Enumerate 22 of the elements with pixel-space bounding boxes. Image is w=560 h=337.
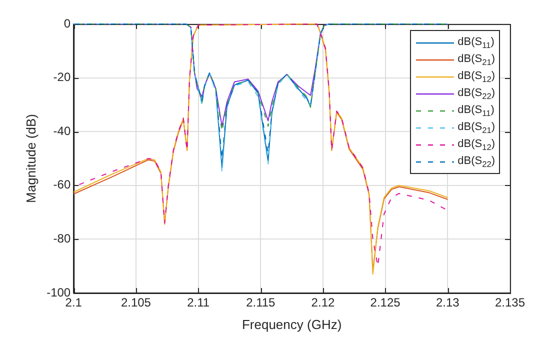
y-axis-title: Magnitude (dB) [23,114,38,203]
y-tick-label: -40 [53,124,71,138]
x-tick-label: 2.125 [370,296,401,310]
x-tick-label: 2.11 [187,296,210,310]
x-tick-label: 2.13 [436,296,460,310]
legend-label: dB(S$_{12}$) [458,69,495,85]
legend-label: dB(S$_{21}$) [458,120,495,136]
x-tick-label: 2.115 [246,296,276,310]
legend-label: dB(S$_{21}$) [458,52,495,68]
x-tick-label: 2.105 [120,296,152,310]
legend-label: dB(S$_{22}$) [458,154,495,170]
legend-label: dB(S$_{12}$) [458,137,495,153]
y-tick-label: -20 [53,70,71,84]
legend-label: dB(S$_{11}$) [458,103,494,119]
y-tick-label: 0 [64,16,71,30]
legend-label: dB(S$_{22}$) [458,86,495,102]
y-tick-label: -60 [53,178,71,192]
legend-label: dB(S$_{11}$) [458,35,494,51]
x-axis-title: Frequency (GHz) [242,316,342,332]
x-tick-label: 2.135 [494,296,526,310]
x-tick-label: 2.12 [311,296,335,310]
y-tick-label: -80 [53,232,71,246]
